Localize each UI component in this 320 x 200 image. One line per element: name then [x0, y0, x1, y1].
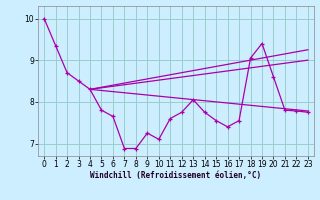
X-axis label: Windchill (Refroidissement éolien,°C): Windchill (Refroidissement éolien,°C) — [91, 171, 261, 180]
